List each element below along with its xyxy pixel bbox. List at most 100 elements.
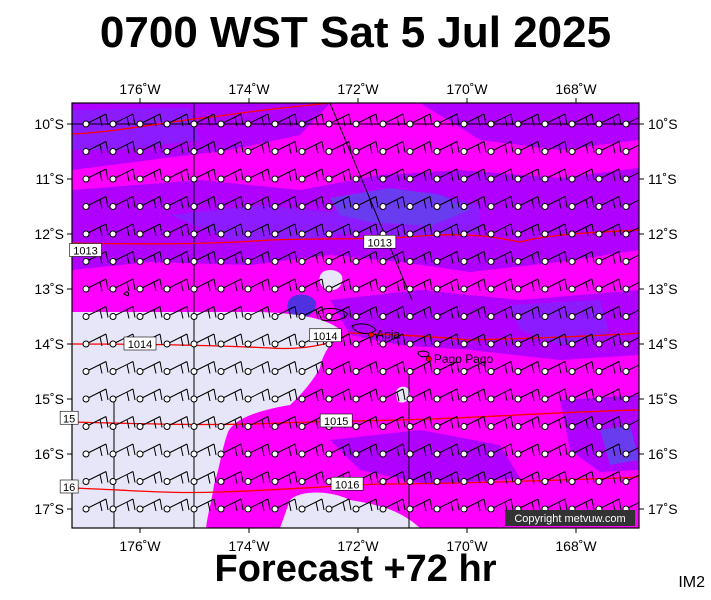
wind-barb [514,168,541,183]
wind-barb [190,223,217,238]
wind-barb [460,443,487,458]
wind-barb [352,113,379,128]
wind-barb [487,443,514,458]
wind-barb [406,498,433,513]
wind-barb [136,278,163,293]
wind-barb [352,168,379,183]
wind-barb [271,141,298,155]
wind-barb [514,141,541,155]
wind-barb [325,168,352,183]
wind-speed-shading [72,103,639,485]
wind-barb [190,196,217,210]
wind-barb [298,141,325,155]
latitude-label: 12˚S [648,226,678,242]
wind-barb [244,471,271,485]
latitude-label: 10˚S [34,116,64,132]
wind-barb [298,168,325,183]
image-code: IM2 [678,574,705,591]
wind-barb [406,141,433,155]
isobar-value: 1014 [128,339,152,351]
wind-barb [514,113,541,128]
wind-barb [487,306,514,320]
wind-barb [163,223,190,238]
wind-barb [622,116,639,128]
wind-barb [136,141,163,155]
wind-barb [271,471,298,485]
isobar-value: 1013 [368,237,392,249]
wind-barb [433,471,460,485]
wind-barb [163,498,190,513]
wind-barb [271,168,298,183]
wind-barb [595,168,622,183]
place-name: Apia [376,328,400,342]
wind-barb [352,141,379,155]
wind-barb [109,196,136,210]
wind-barb [541,388,568,403]
wind-barb [595,141,622,155]
wind-barb [622,171,639,183]
wind-barb [109,443,136,458]
wind-barb [541,278,568,293]
wind-barb [244,113,271,128]
wind-barb [244,416,271,430]
wind-barb [433,141,460,155]
wind-barb [190,471,217,485]
forecast-label: Forecast +72 hr [214,548,497,590]
wind-barb [109,113,136,128]
wind-barb [217,251,244,265]
wind-barb [568,361,595,375]
wind-barb [487,388,514,403]
place-name: Pago Pago [434,352,494,366]
wind-barb [568,196,595,210]
wind-barb [487,113,514,128]
wind-barb [406,251,433,265]
wind-barb [244,278,271,293]
wind-barb [163,361,190,375]
wind-barb [568,443,595,458]
wind-barb [379,196,406,210]
wind-barb [406,306,433,320]
wind-barb [541,168,568,183]
wind-barb [217,471,244,485]
wind-barb [595,113,622,128]
longitude-label: 174˚W [228,81,270,97]
latitude-label: 12˚S [34,226,64,242]
wind-barb [190,333,217,348]
wind-barb [325,223,352,238]
copyright-text: Copyright metvuw.com [514,513,625,525]
wind-barb [406,278,433,293]
wind-barb [487,498,514,513]
wind-barb [541,361,568,375]
isobar-label: 1013 [363,234,397,249]
wind-barb [487,251,514,265]
wind-barb [406,168,433,183]
longitude-label: 168˚W [555,538,597,554]
wind-barb [82,388,109,403]
wind-barb [82,471,109,485]
wind-barb [190,278,217,293]
wind-barb [433,168,460,183]
latitude-label: 15˚S [34,391,64,407]
latitude-label: 17˚S [648,501,678,517]
wind-barb [406,223,433,238]
wind-barb [379,306,406,320]
wind-barb [163,113,190,128]
wind-barb [217,361,244,375]
wind-barb [271,498,298,513]
wind-barb [271,113,298,128]
wind-barb [379,416,406,430]
latitude-label: 13˚S [34,281,64,297]
wind-barb [298,361,325,375]
wind-barb [487,333,514,348]
wind-barb [298,251,325,265]
wind-barb [298,196,325,210]
isobar-labels: 1013 1013 1014 1014 1015 15 1016 16 [59,234,397,494]
wind-barb [163,416,190,430]
wind-barb [541,443,568,458]
wind-barb [163,306,190,320]
wind-barb [541,113,568,128]
wind-barb [622,474,639,485]
wind-barb [460,278,487,293]
wind-barb [541,141,568,155]
